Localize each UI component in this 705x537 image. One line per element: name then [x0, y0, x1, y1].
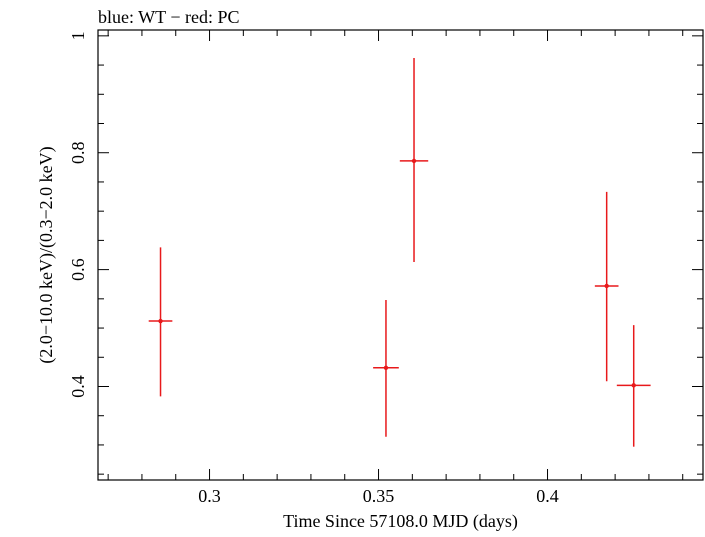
data-point	[373, 300, 399, 437]
data-point	[616, 325, 651, 447]
x-tick-label: 0.4	[536, 486, 559, 506]
point-marker	[631, 383, 636, 388]
x-axis: 0.3 0.35 0.4	[107, 30, 684, 506]
y-axis: 0.4 0.6 0.8 1	[68, 31, 703, 475]
plot-frame	[97, 29, 704, 481]
y-tick-label: 1	[68, 31, 88, 40]
chart-title: blue: WT − red: PC	[98, 7, 239, 27]
x-tick-label: 0.3	[198, 486, 221, 506]
x-tick-label: 0.35	[363, 486, 395, 506]
data-marks	[148, 58, 651, 447]
y-tick-label: 0.8	[68, 141, 88, 164]
y-tick-label: 0.4	[68, 375, 88, 398]
point-marker	[411, 158, 417, 164]
data-point	[399, 58, 429, 263]
point-marker	[604, 283, 609, 289]
y-tick-label: 0.6	[68, 258, 88, 281]
y-axis-title: (2.0−10.0 keV)/(0.3−2.0 keV)	[36, 146, 57, 363]
point-marker	[383, 365, 389, 370]
point-marker	[158, 318, 163, 324]
data-point	[148, 247, 173, 397]
x-axis-title: Time Since 57108.0 MJD (days)	[283, 511, 518, 532]
data-point	[594, 191, 619, 382]
